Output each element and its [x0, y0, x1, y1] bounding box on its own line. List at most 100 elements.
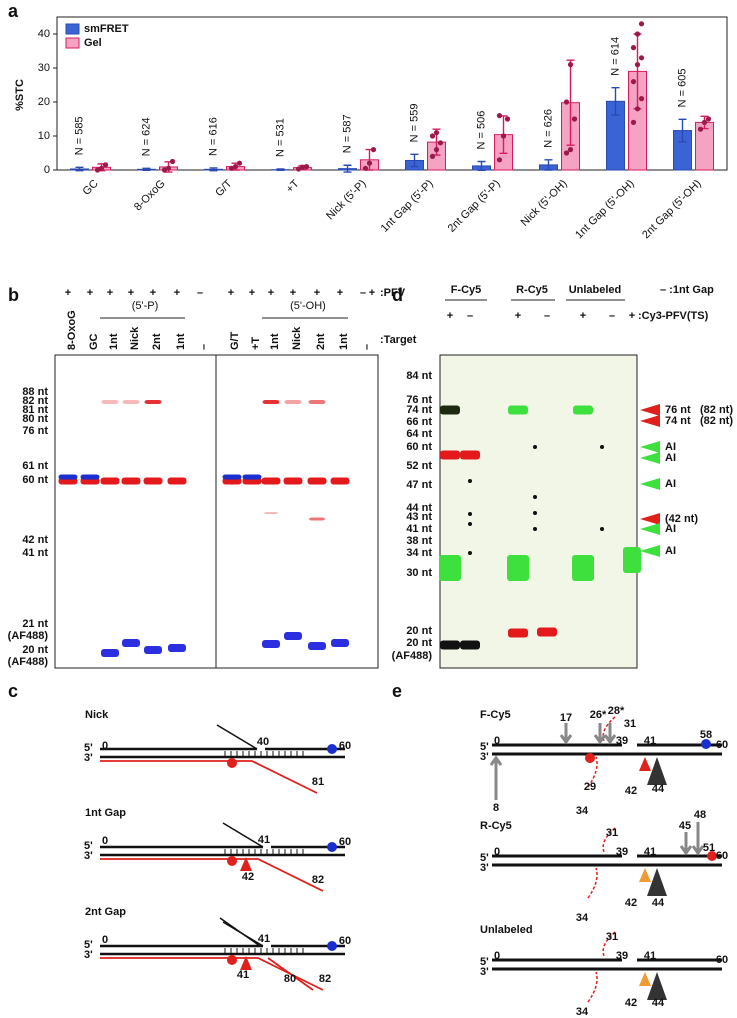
integration-arrow	[647, 972, 667, 1000]
x-tick-label: 1nt Gap (5'-OH)	[573, 178, 637, 242]
pfv-sign: +	[174, 287, 180, 299]
data-point	[500, 133, 507, 139]
dashed-arrow	[587, 971, 598, 1003]
strand	[216, 724, 258, 750]
legend-label: Gel	[84, 37, 102, 49]
row-label: :PFV	[380, 287, 406, 299]
gray-arrow	[691, 822, 705, 856]
position-label: 42	[625, 785, 637, 797]
dashed-arrow	[587, 867, 598, 899]
position-label: 26*	[590, 709, 607, 721]
dot	[533, 445, 537, 449]
gray-arrow	[559, 723, 573, 745]
n-label: N = 587	[341, 114, 353, 153]
position-label: 44	[652, 897, 665, 909]
right-label-extra: (82 nt)	[700, 415, 733, 427]
data-point	[362, 165, 369, 171]
y-tick-label: 10	[38, 130, 50, 142]
right-label: AI	[665, 441, 676, 453]
y-tick-label: 0	[44, 164, 50, 176]
size-marker: 66 nt	[406, 416, 432, 428]
size-marker: 20 nt	[406, 625, 432, 637]
data-point	[232, 164, 239, 170]
position-label: 31	[624, 718, 636, 730]
fluor-red	[227, 856, 237, 866]
pfv-sign: +	[314, 287, 320, 299]
data-point	[169, 158, 176, 165]
end-label: 3'	[84, 850, 93, 862]
lane-label: 1nt	[175, 333, 187, 350]
gel-band	[284, 632, 302, 640]
data-point	[504, 116, 511, 122]
strand	[100, 760, 318, 794]
data-point	[563, 99, 570, 105]
n-label: N = 614	[609, 37, 621, 76]
strand	[100, 845, 345, 857]
position-label: 34	[576, 912, 589, 924]
error-bar	[566, 59, 575, 146]
pfv-sign: –	[197, 287, 203, 299]
data-point	[705, 116, 712, 122]
pfv-sign: +	[107, 287, 113, 299]
data-point	[630, 45, 637, 51]
lane-label: –	[361, 344, 373, 350]
strand	[267, 957, 314, 991]
cleavage-arrow	[639, 972, 651, 986]
position-label: 45	[679, 820, 691, 832]
gel-band	[144, 400, 162, 404]
lane-header: Unlabeled	[569, 284, 622, 296]
size-marker: 20 nt	[22, 644, 48, 656]
lane-label: +T	[250, 337, 262, 350]
gel-band	[331, 639, 349, 647]
position-label: 0	[102, 740, 108, 752]
y-tick-label: 30	[38, 62, 50, 74]
diagram-title: 1nt Gap	[85, 807, 126, 819]
row-label: :Target	[380, 334, 417, 346]
position-label: 51	[703, 842, 715, 854]
size-marker: 21 nt	[22, 618, 48, 630]
group-label: (5'-P)	[132, 300, 159, 312]
arrowhead	[640, 415, 660, 427]
diagram-title: Unlabeled	[480, 924, 533, 936]
pfv-sign: +	[87, 287, 93, 299]
gel-band	[262, 640, 280, 648]
position-label: 44	[652, 997, 665, 1009]
error-bar	[276, 168, 285, 172]
data-point	[437, 140, 444, 146]
size-marker: 41 nt	[406, 523, 432, 535]
data-point	[429, 153, 436, 159]
arrowhead	[640, 404, 660, 416]
fluor-red	[585, 753, 595, 763]
data-point	[165, 165, 172, 171]
x-tick-label: +T	[284, 178, 302, 196]
end-label: 5'	[84, 939, 93, 951]
pfv-sign: +	[629, 310, 635, 322]
position-label: 80	[284, 973, 296, 985]
data-point	[638, 55, 645, 61]
n-label: N = 585	[73, 116, 85, 155]
gel-band	[284, 400, 302, 404]
strand	[100, 944, 345, 956]
pfv-sign: –	[467, 310, 473, 322]
cleavage-arrow	[240, 956, 252, 970]
data-point	[433, 147, 440, 153]
strand	[219, 917, 261, 947]
dashed-arrow	[602, 931, 616, 957]
position-label: 41	[258, 933, 270, 945]
size-marker: 43 nt	[406, 511, 432, 523]
gel-band	[507, 555, 529, 581]
error-bar	[209, 167, 218, 172]
error-bar	[544, 159, 553, 171]
gray-arrow	[679, 832, 693, 856]
gel-frame	[439, 354, 638, 669]
gel-band	[460, 450, 480, 460]
pfv-sign: +	[369, 287, 375, 299]
x-tick-label: G/T	[213, 178, 235, 200]
error-bar	[343, 164, 352, 173]
right-label: 74 nt	[665, 415, 691, 427]
size-marker: 80 nt	[22, 413, 48, 425]
size-marker: 82 nt	[22, 395, 48, 407]
gel-band	[623, 547, 641, 573]
n-label: N = 626	[542, 109, 554, 148]
lane-label: 1nt	[269, 333, 281, 350]
